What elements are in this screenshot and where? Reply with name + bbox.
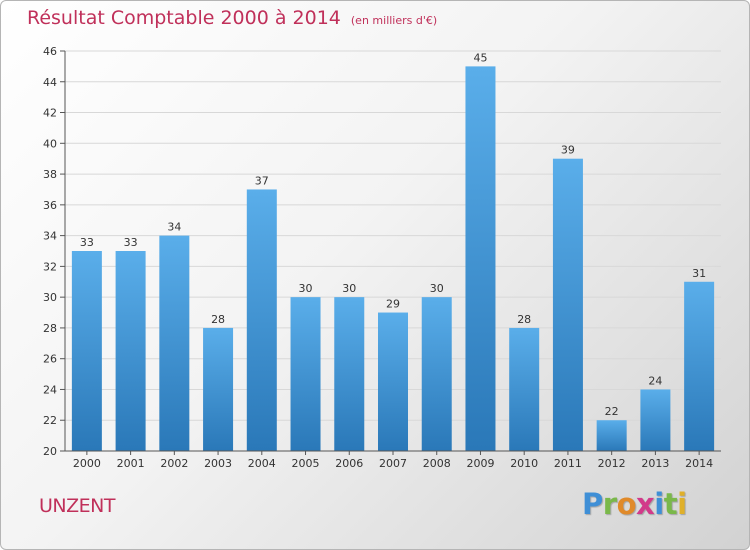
x-tick-label-2014: 2014: [685, 457, 713, 470]
x-tick-label-2003: 2003: [204, 457, 232, 470]
data-label-2009: 45: [473, 51, 487, 64]
y-tick-label: 44: [43, 76, 57, 89]
data-label-2000: 33: [80, 236, 94, 249]
y-tick-label: 28: [43, 322, 57, 335]
bar-2006: [334, 297, 365, 451]
x-tick-label-2011: 2011: [554, 457, 582, 470]
y-tick-label: 34: [43, 230, 57, 243]
data-label-2007: 29: [386, 298, 400, 311]
y-tick-label: 20: [43, 445, 57, 458]
data-label-2003: 28: [211, 313, 225, 326]
data-label-2013: 24: [648, 374, 662, 387]
data-label-2008: 30: [430, 282, 444, 295]
y-tick-label: 38: [43, 168, 57, 181]
x-tick-label-2006: 2006: [335, 457, 363, 470]
y-tick-label: 30: [43, 291, 57, 304]
bar-2009: [465, 66, 496, 451]
y-tick-label: 40: [43, 137, 57, 150]
logo-letter: r: [602, 487, 617, 521]
chart-unit-note: (en milliers d'€): [350, 14, 438, 27]
data-label-2005: 30: [299, 282, 313, 295]
bar-2007: [378, 312, 408, 451]
bar-2003: [203, 327, 234, 451]
x-tick-label-2005: 2005: [292, 457, 320, 470]
x-tick-label-2000: 2000: [73, 457, 101, 470]
bar-2010: [509, 327, 540, 451]
x-tick-label-2008: 2008: [423, 457, 451, 470]
x-tick-label-2004: 2004: [248, 457, 276, 470]
x-tick-label-2001: 2001: [117, 457, 145, 470]
chart-title: Résultat Comptable 2000 à 2014: [27, 7, 341, 29]
data-label-2004: 37: [255, 174, 269, 187]
y-tick-label: 42: [43, 107, 57, 120]
logo-letter: P: [582, 487, 603, 521]
data-label-2002: 34: [167, 221, 181, 234]
chart-title-block: Résultat Comptable 2000 à 2014 (en millie…: [27, 7, 437, 29]
logo-letter: i: [677, 487, 687, 521]
bar-layer: 33 33 34 28 37 30 30 29 30 45 28 39 22 24 31: [71, 51, 715, 451]
y-tick-label: 46: [43, 45, 57, 58]
logo-letter: i: [654, 487, 664, 521]
bar-2004: [246, 189, 277, 451]
x-tick-label-2002: 2002: [160, 457, 188, 470]
data-label-2014: 31: [692, 267, 706, 280]
logo-letter: o: [616, 487, 637, 521]
x-tick-label-2010: 2010: [510, 457, 538, 470]
logo-letter: t: [663, 487, 678, 521]
x-tick-label-2012: 2012: [598, 457, 626, 470]
y-tick-label: 22: [43, 414, 57, 427]
bar-2011: [552, 158, 583, 451]
data-label-2011: 39: [561, 144, 575, 157]
bar-2000: [71, 251, 102, 451]
bar-2001: [115, 251, 146, 451]
bar-2012: [596, 420, 627, 451]
data-label-2001: 33: [124, 236, 138, 249]
bar-2002: [159, 235, 190, 451]
y-tick-label: 26: [43, 353, 57, 366]
x-tick-label-2007: 2007: [379, 457, 407, 470]
bar-2013: [640, 389, 671, 451]
commune-name: UNZENT: [39, 495, 115, 517]
y-tick-label: 24: [43, 383, 57, 396]
bar-2005: [290, 297, 321, 451]
logo-letter: x: [636, 487, 655, 521]
x-tick-label-2013: 2013: [641, 457, 669, 470]
y-tick-label: 32: [43, 260, 57, 273]
data-label-2006: 30: [342, 282, 356, 295]
bar-2008: [421, 297, 452, 451]
x-tick-label-2009: 2009: [466, 457, 494, 470]
bar-2014: [684, 281, 715, 451]
proxiti-logo: Proxiti: [582, 487, 687, 521]
axis-layer: 20 22 24 26 28 30 32 34 36 38 40 42 44 46 2000 2001 2002…: [43, 45, 721, 470]
y-tick-label: 36: [43, 199, 57, 212]
data-label-2012: 22: [605, 405, 619, 418]
data-label-2010: 28: [517, 313, 531, 326]
